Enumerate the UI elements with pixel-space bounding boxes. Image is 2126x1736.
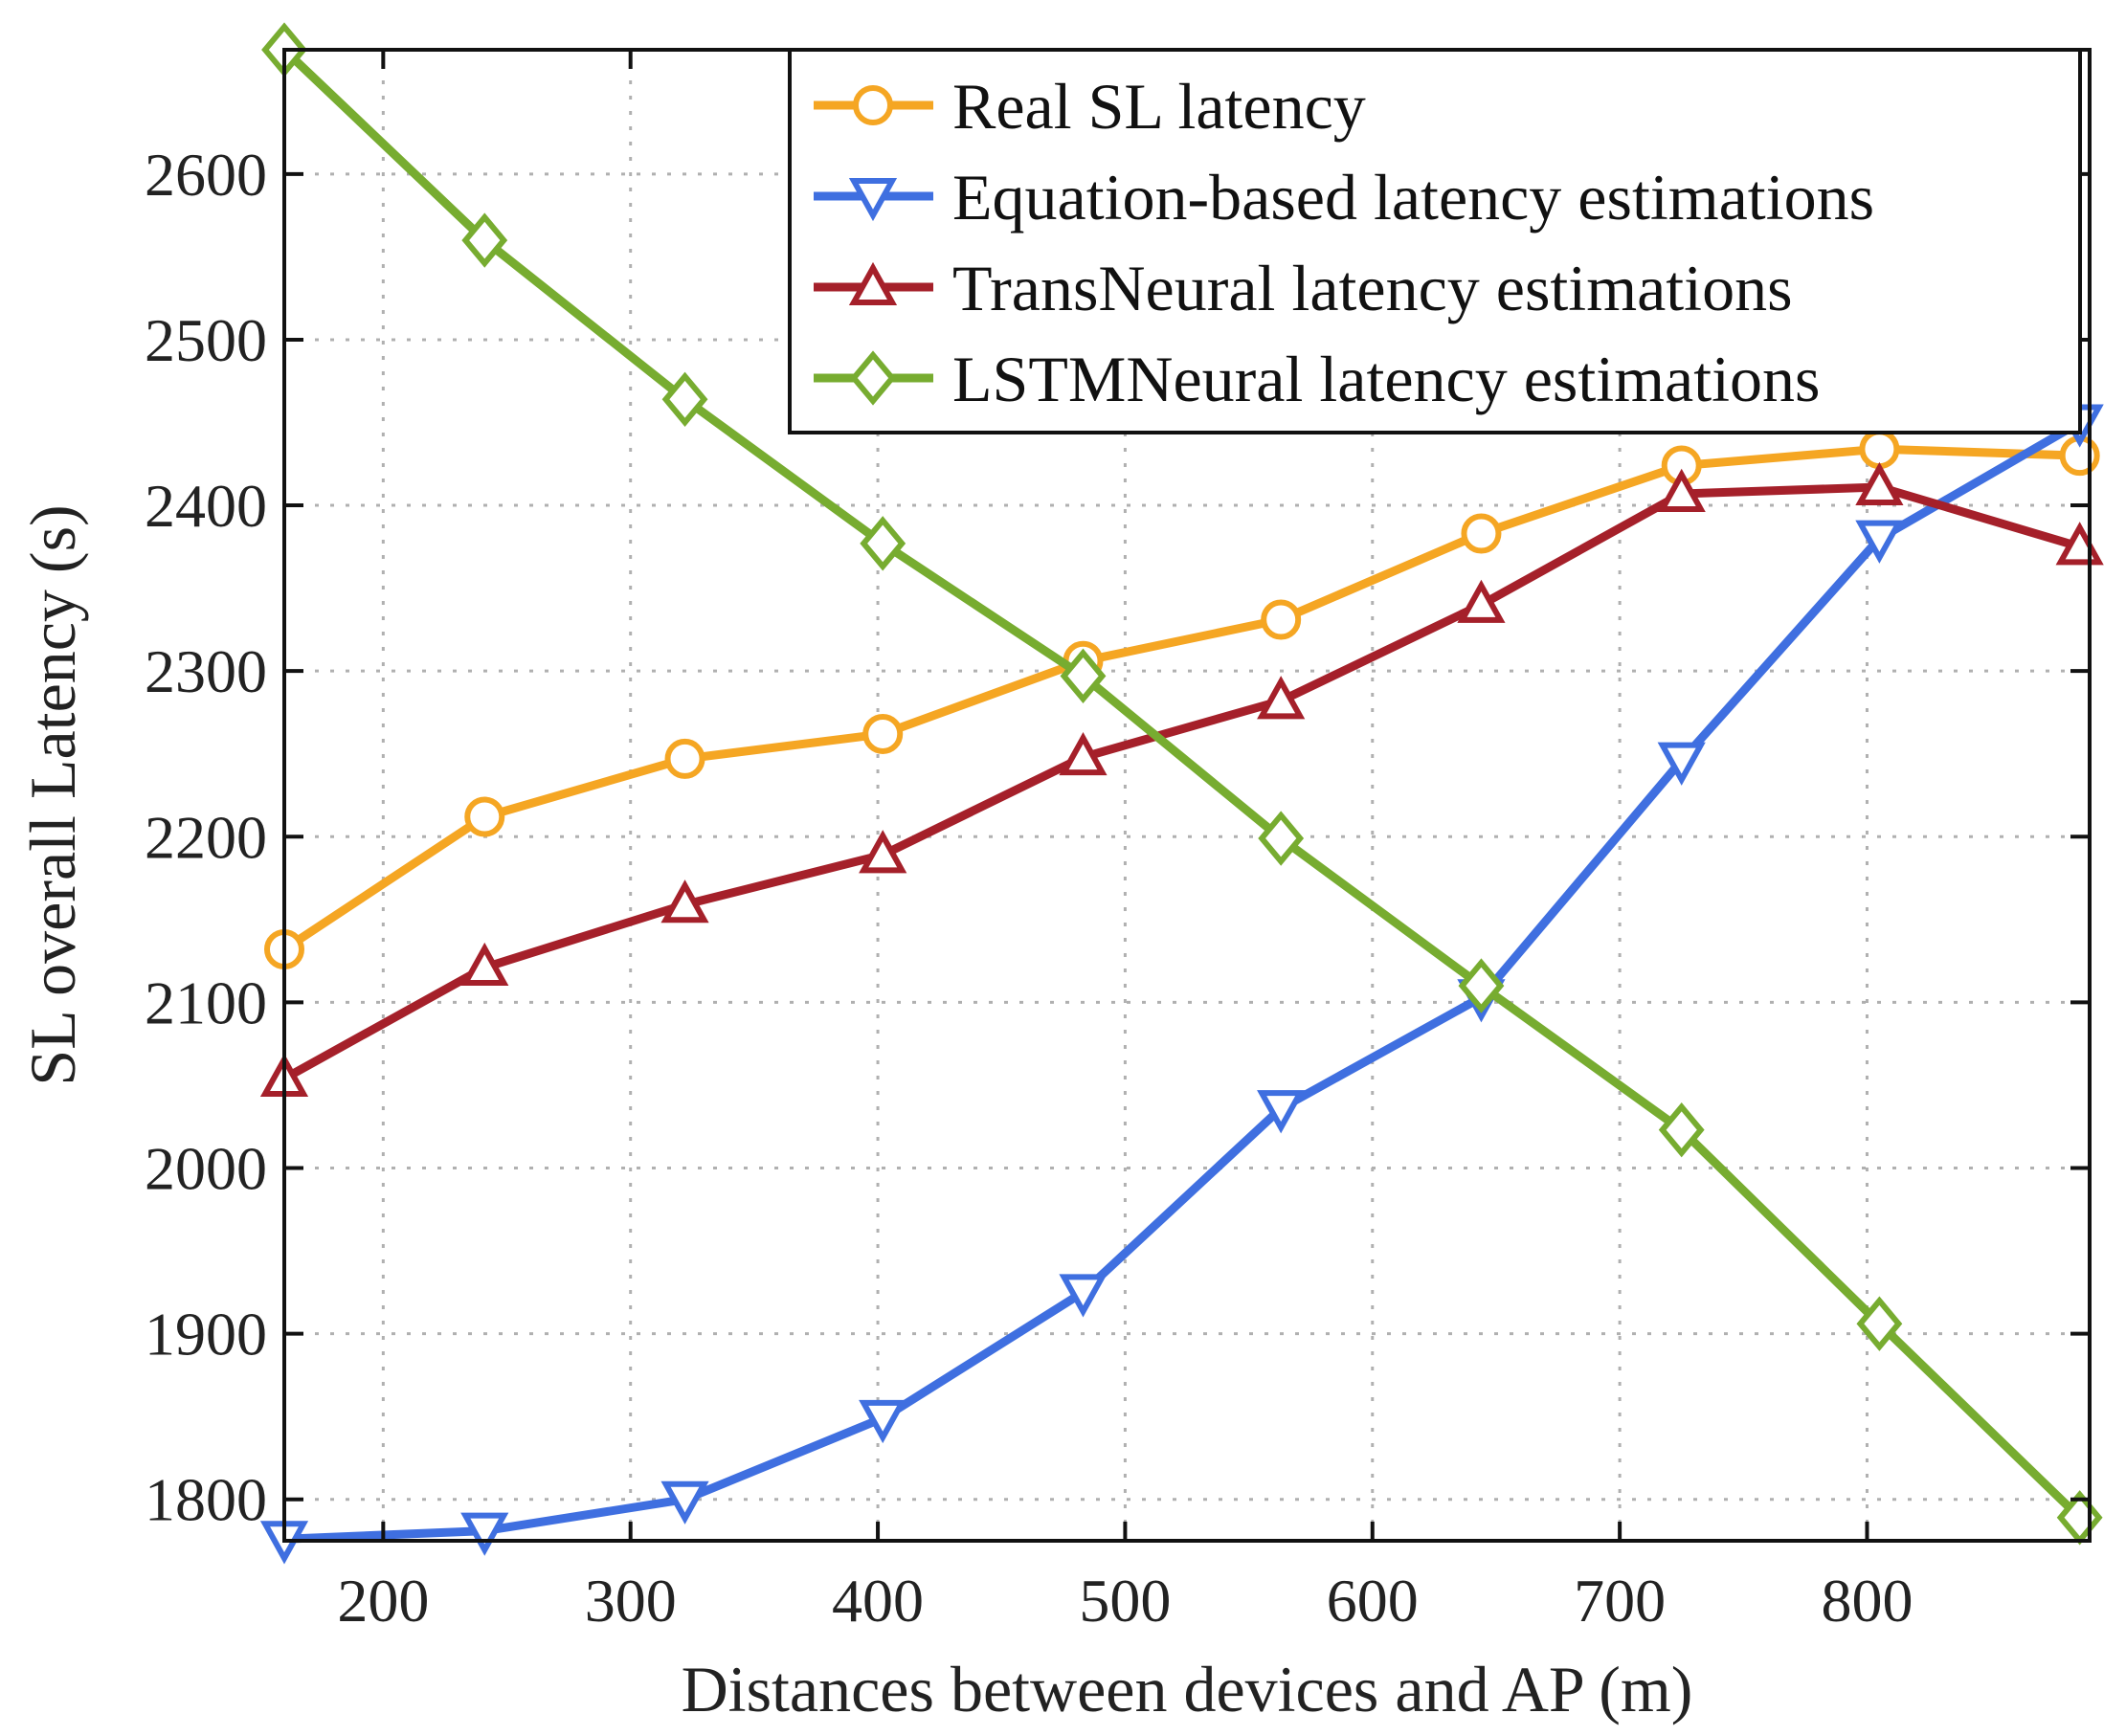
y-axis-label: SL overall Latency (s) <box>16 504 89 1085</box>
y-tick-label: 1900 <box>145 1301 267 1369</box>
series-line <box>280 46 2083 1521</box>
legend-item: TransNeural latency estimations <box>814 252 1793 324</box>
data-point <box>661 371 708 427</box>
legend-item: Equation-based latency estimations <box>814 161 1874 234</box>
x-tick-label: 400 <box>832 1567 924 1635</box>
data-point <box>1257 1090 1306 1134</box>
data-point <box>1060 648 1107 704</box>
legend-marker <box>848 178 898 222</box>
series-lines <box>259 22 2104 1565</box>
x-tick-label: 800 <box>1821 1567 1913 1635</box>
axis-ticks: 200 300 400 500 600 700 800 1800 1900 2000 2100 220… <box>145 50 2090 1635</box>
data-point <box>1059 732 1108 776</box>
x-tick-label: 700 <box>1574 1567 1666 1635</box>
x-tick-label: 500 <box>1079 1567 1171 1635</box>
data-point <box>1658 1102 1705 1158</box>
series-line <box>281 482 2081 1082</box>
data-point <box>660 879 709 924</box>
legend-label: LSTMNeural latency estimations <box>952 343 1820 415</box>
data-point <box>1059 1274 1108 1318</box>
data-point <box>664 738 705 779</box>
legend-label: Equation-based latency estimations <box>952 161 1874 234</box>
series-line <box>283 418 2082 1544</box>
data-point <box>460 942 509 987</box>
y-tick-label: 2600 <box>145 141 267 209</box>
series-0 <box>264 429 2100 969</box>
legend-item: LSTMNeural latency estimations <box>814 343 1820 415</box>
y-tick-label: 2400 <box>145 472 267 540</box>
data-point <box>1457 579 1506 623</box>
data-point <box>1258 811 1305 866</box>
data-point <box>1461 513 1502 554</box>
legend: Real SL latency Equation-based latency es… <box>788 48 2082 434</box>
legend-marker <box>848 261 898 305</box>
data-point <box>1657 742 1706 786</box>
data-point <box>1855 520 1904 564</box>
data-point <box>1458 958 1505 1013</box>
x-tick-label: 600 <box>1327 1567 1419 1635</box>
legend-label: TransNeural latency estimations <box>952 252 1793 324</box>
data-point <box>660 1480 709 1525</box>
y-tick-label: 1800 <box>145 1466 267 1534</box>
data-point <box>1657 468 1706 512</box>
data-point <box>1855 461 1904 506</box>
x-tick-label: 200 <box>337 1567 429 1635</box>
legend-marker <box>853 85 893 125</box>
data-point <box>859 830 907 874</box>
y-tick-label: 2200 <box>145 803 267 871</box>
data-point <box>1257 676 1306 720</box>
data-point <box>1859 429 1900 470</box>
legend-box <box>788 48 2082 434</box>
y-tick-label: 2000 <box>145 1135 267 1203</box>
data-point <box>862 713 904 754</box>
y-tick-label: 2300 <box>145 637 267 705</box>
data-point <box>460 1512 509 1556</box>
data-point <box>461 212 508 268</box>
series-2 <box>259 461 2104 1098</box>
y-tick-label: 2100 <box>145 968 267 1036</box>
data-point <box>1261 599 1302 640</box>
legend-item: Real SL latency <box>814 70 1366 143</box>
data-point <box>859 1399 907 1444</box>
x-tick-label: 300 <box>585 1567 677 1635</box>
legend-marker <box>850 350 896 406</box>
legend-label: Real SL latency <box>952 70 1366 143</box>
data-point <box>860 516 906 571</box>
data-point <box>464 796 505 837</box>
data-point <box>1856 1296 1903 1351</box>
series-line <box>281 444 2080 953</box>
x-axis-label: Distances between devices and AP (m) <box>682 1653 1693 1725</box>
y-tick-label: 2500 <box>145 306 267 374</box>
